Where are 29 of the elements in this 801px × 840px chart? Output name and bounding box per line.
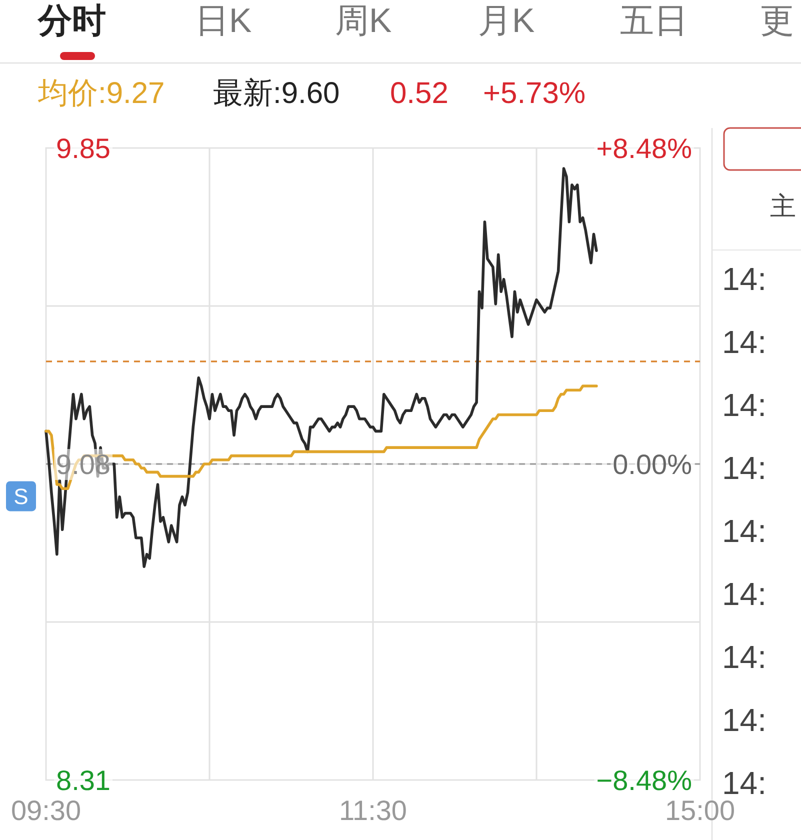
- text: 0.52: [390, 77, 448, 110]
- text: 14:: [722, 450, 766, 486]
- y2-tick-label: 0.00%: [612, 449, 692, 480]
- text: 主: [770, 191, 796, 221]
- text: 日K: [195, 2, 252, 40]
- x-tick-label: 11:30: [339, 795, 407, 826]
- text: 分时: [37, 2, 106, 40]
- text: 五日: [620, 2, 688, 40]
- line-series: [44, 384, 598, 490]
- line-series: [44, 167, 598, 568]
- x-tick-label: 09:30: [10, 795, 82, 826]
- y2-tick-label: −8.48%: [596, 765, 692, 796]
- text: 更: [760, 2, 794, 40]
- text: 均价:9.27: [37, 77, 165, 110]
- text: 14:: [722, 261, 766, 297]
- y-tick-label: 8.31: [56, 765, 110, 796]
- y-tick-label: 9.85: [56, 133, 110, 164]
- y2-tick-label: +8.48%: [596, 133, 692, 164]
- annotation: S: [6, 481, 36, 512]
- text: 14:: [722, 324, 766, 360]
- text: 月K: [478, 2, 535, 40]
- text: 周K: [335, 2, 392, 40]
- text: 14:: [722, 513, 766, 549]
- text: +5.73%: [483, 77, 586, 110]
- text: 14:: [722, 387, 766, 423]
- text: 14:: [722, 639, 766, 675]
- text: 14:: [722, 576, 766, 612]
- text: 14:: [722, 702, 766, 738]
- text: 最新:9.60: [213, 77, 340, 110]
